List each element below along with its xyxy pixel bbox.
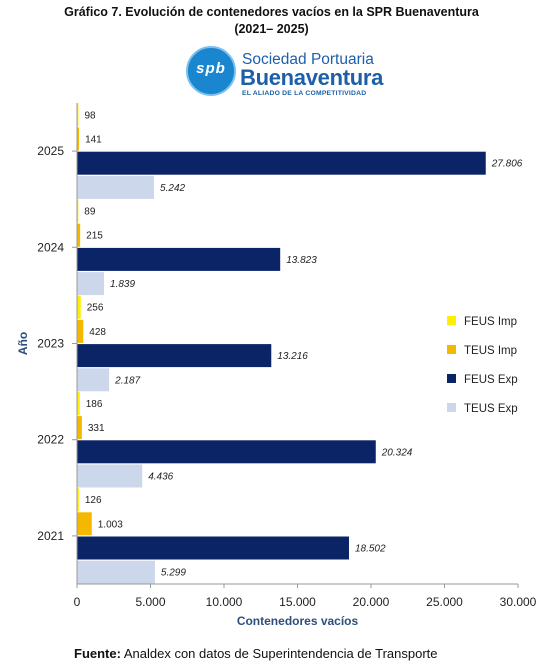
- bar-feus-imp-2022: [77, 391, 80, 415]
- legend-label-teus-exp: TEUS Exp: [464, 403, 518, 415]
- x-tick-label-3: 15.000: [279, 595, 316, 609]
- legend-swatch-teus-imp: [447, 345, 456, 354]
- chart-title-line1: Gráfico 7. Evolución de contenedores vac…: [64, 5, 479, 19]
- bar-feus-imp-2025: [77, 103, 79, 127]
- bar-teus-imp-2022: [77, 416, 82, 440]
- value-label-teus-exp-2021: 5.299: [161, 568, 186, 579]
- bar-teus-imp-2024: [77, 223, 81, 247]
- chart-title-line2: (2021– 2025): [234, 22, 309, 36]
- bar-feus-exp-2023: [77, 344, 272, 368]
- x-tick-label-6: 30.000: [500, 595, 537, 609]
- x-tick-label-2: 10.000: [206, 595, 243, 609]
- legend-swatch-teus-exp: [447, 403, 456, 412]
- bar-teus-exp-2022: [77, 464, 143, 488]
- spb-logo-letters: spb: [196, 60, 226, 77]
- value-label-feus-imp-2023: 256: [87, 303, 104, 314]
- x-tick-label-1: 5.000: [135, 595, 165, 609]
- value-label-teus-imp-2021: 1.003: [98, 519, 123, 530]
- bar-teus-imp-2025: [77, 127, 80, 151]
- y-axis-title: Año: [16, 332, 30, 355]
- source-note: Fuente: Analdex con datos de Superintend…: [74, 646, 438, 661]
- y-tick-label-2023: 2023: [37, 337, 64, 351]
- value-label-feus-exp-2024: 13.823: [286, 255, 317, 266]
- bar-feus-imp-2023: [77, 295, 81, 319]
- value-label-feus-exp-2023: 13.216: [277, 351, 308, 362]
- value-label-teus-imp-2023: 428: [89, 327, 106, 338]
- y-tick-label-2024: 2024: [37, 240, 64, 254]
- y-tick-label-2025: 2025: [37, 144, 64, 158]
- value-label-teus-exp-2023: 2.187: [114, 375, 140, 386]
- bar-teus-exp-2023: [77, 368, 110, 392]
- x-tick-label-4: 20.000: [353, 595, 390, 609]
- x-tick-label-0: 0: [74, 595, 81, 609]
- value-label-teus-exp-2024: 1.839: [110, 279, 135, 290]
- spb-logo-line2: Buenaventura: [240, 65, 384, 90]
- legend: FEUS Imp TEUS Imp FEUS Exp TEUS Exp: [447, 316, 518, 415]
- y-tick-label-2021: 2021: [37, 529, 64, 543]
- axes-group: 2021 2022 2023 2024 2025 0 5.000 10.000 15.000 20…: [37, 103, 537, 609]
- value-label-teus-imp-2025: 141: [85, 135, 102, 146]
- chart-title: Gráfico 7. Evolución de contenedores vac…: [0, 4, 543, 38]
- value-labels-group: 126 1.003 18.502 5.299 186 331 20.324 4.436 256 4…: [84, 110, 522, 578]
- spb-logo: spb Sociedad Portuaria Buenaventura EL A…: [186, 44, 383, 102]
- value-label-feus-imp-2024: 89: [84, 207, 96, 218]
- legend-swatch-feus-imp: [447, 316, 456, 325]
- spb-logo-icon: [186, 46, 236, 96]
- value-label-feus-imp-2021: 126: [85, 495, 102, 506]
- value-label-feus-imp-2022: 186: [86, 399, 103, 410]
- bar-feus-imp-2024: [77, 199, 79, 223]
- value-label-teus-exp-2025: 5.242: [160, 183, 185, 194]
- legend-label-teus-imp: TEUS Imp: [464, 345, 517, 357]
- x-tick-label-5: 25.000: [426, 595, 463, 609]
- legend-label-feus-exp: FEUS Exp: [464, 374, 518, 386]
- value-label-teus-exp-2022: 4.436: [148, 472, 173, 483]
- spb-logo-line3: EL ALIADO DE LA COMPETITIVIDAD: [242, 90, 367, 97]
- bar-teus-imp-2023: [77, 319, 84, 343]
- value-label-feus-imp-2025: 98: [84, 110, 96, 121]
- bar-feus-exp-2022: [77, 440, 376, 464]
- value-label-teus-imp-2024: 215: [86, 231, 103, 242]
- bar-feus-exp-2024: [77, 247, 281, 271]
- y-tick-label-2022: 2022: [37, 433, 64, 447]
- legend-label-feus-imp: FEUS Imp: [464, 316, 517, 328]
- legend-swatch-feus-exp: [447, 374, 456, 383]
- bar-feus-imp-2021: [77, 488, 79, 512]
- spb-logo-line1: Sociedad Portuaria: [242, 51, 374, 68]
- bar-feus-exp-2025: [77, 151, 486, 175]
- value-label-teus-imp-2022: 331: [88, 423, 105, 434]
- value-label-feus-exp-2025: 27.806: [491, 159, 523, 170]
- value-label-feus-exp-2022: 20.324: [381, 447, 413, 458]
- bar-teus-exp-2021: [77, 560, 155, 584]
- source-text: Analdex con datos de Superintendencia de…: [120, 646, 438, 661]
- x-axis-title: Contenedores vacíos: [237, 614, 359, 628]
- bar-teus-exp-2025: [77, 175, 155, 199]
- bars-group: [77, 103, 486, 584]
- bar-chart: 126 1.003 18.502 5.299 186 331 20.324 4.436 256 4…: [16, 103, 537, 628]
- value-label-feus-exp-2021: 18.502: [355, 544, 386, 555]
- bar-teus-imp-2021: [77, 512, 92, 536]
- bar-teus-exp-2024: [77, 272, 105, 296]
- source-label: Fuente:: [74, 646, 121, 661]
- bar-feus-exp-2021: [77, 536, 349, 560]
